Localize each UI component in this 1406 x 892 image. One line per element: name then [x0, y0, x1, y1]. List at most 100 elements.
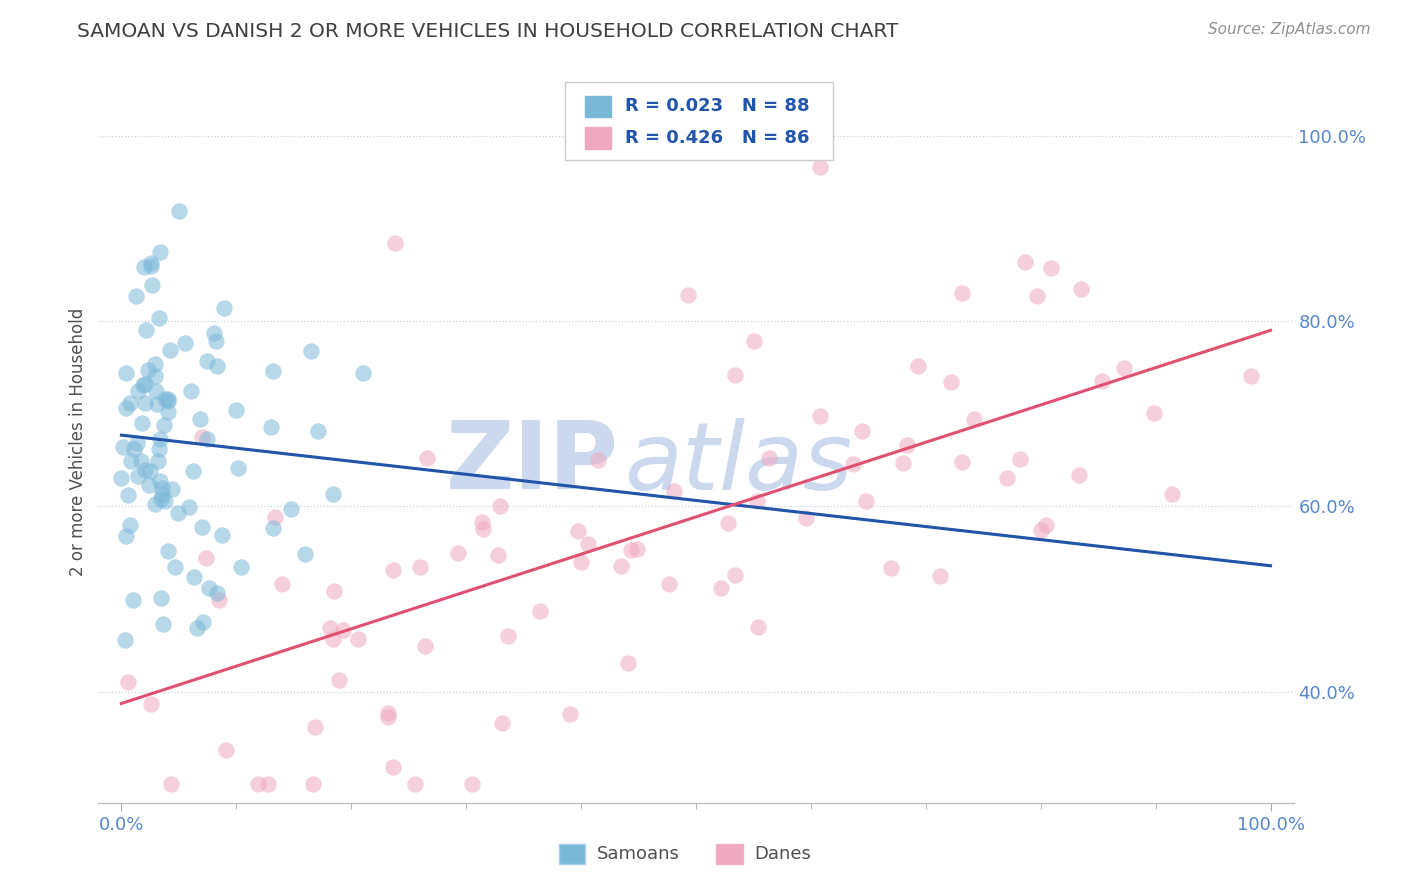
- Point: [270, 576, 292, 591]
- Point: [352, 366, 374, 380]
- Point: [855, 494, 877, 508]
- Point: [319, 621, 342, 635]
- Point: [167, 507, 190, 521]
- Point: [120, 518, 142, 533]
- Point: [447, 546, 470, 560]
- Text: Danes: Danes: [755, 845, 811, 863]
- Point: [120, 396, 142, 410]
- Point: [724, 567, 747, 582]
- Point: [907, 359, 929, 373]
- Point: [1114, 361, 1136, 376]
- Point: [215, 743, 238, 757]
- Text: ZIP: ZIP: [446, 417, 619, 509]
- Point: [125, 289, 148, 303]
- Point: [963, 412, 986, 426]
- Point: [159, 343, 181, 357]
- Point: [880, 560, 903, 574]
- Point: [117, 675, 139, 690]
- Point: [211, 528, 233, 542]
- Point: [745, 494, 768, 508]
- Point: [169, 203, 191, 218]
- Point: [111, 440, 134, 454]
- Point: [138, 478, 160, 492]
- Point: [489, 500, 512, 514]
- Point: [195, 551, 218, 566]
- Point: [152, 616, 174, 631]
- Point: [332, 624, 354, 638]
- Point: [183, 570, 205, 584]
- Point: [260, 420, 283, 434]
- Point: [617, 656, 640, 670]
- Point: [416, 451, 439, 466]
- Point: [202, 326, 225, 340]
- Point: [560, 707, 582, 722]
- Point: [120, 454, 142, 468]
- Point: [146, 454, 169, 468]
- Point: [153, 418, 176, 433]
- Point: [576, 537, 599, 551]
- Point: [152, 481, 174, 495]
- Point: [747, 619, 769, 633]
- Point: [136, 363, 159, 377]
- Point: [134, 376, 156, 391]
- FancyBboxPatch shape: [558, 844, 585, 864]
- Point: [1035, 518, 1057, 533]
- Point: [157, 405, 180, 419]
- Point: [205, 586, 228, 600]
- Point: [1239, 368, 1261, 383]
- Point: [382, 760, 405, 774]
- Point: [950, 286, 973, 301]
- Point: [150, 492, 173, 507]
- Point: [1070, 282, 1092, 296]
- Point: [322, 486, 344, 500]
- Point: [149, 474, 172, 488]
- Point: [115, 401, 138, 415]
- Point: [191, 429, 214, 443]
- Point: [620, 542, 643, 557]
- Point: [262, 364, 284, 378]
- FancyBboxPatch shape: [585, 95, 612, 117]
- Point: [139, 256, 162, 270]
- Point: [299, 344, 322, 359]
- Point: [121, 593, 143, 607]
- Point: [415, 639, 437, 653]
- Point: [488, 548, 510, 562]
- Text: atlas: atlas: [624, 417, 852, 508]
- Point: [346, 632, 368, 646]
- Point: [404, 777, 426, 791]
- Point: [122, 442, 145, 457]
- Point: [929, 568, 952, 582]
- Point: [307, 424, 329, 438]
- Point: [1031, 524, 1053, 538]
- Point: [742, 334, 765, 349]
- Point: [174, 335, 197, 350]
- Point: [460, 777, 482, 791]
- Point: [409, 560, 432, 574]
- FancyBboxPatch shape: [716, 844, 742, 864]
- Point: [280, 501, 302, 516]
- Point: [110, 471, 132, 485]
- Point: [328, 673, 350, 687]
- Point: [160, 777, 183, 791]
- Point: [256, 777, 278, 791]
- Point: [1161, 486, 1184, 500]
- Point: [1039, 260, 1062, 275]
- Point: [264, 510, 287, 524]
- Point: [496, 629, 519, 643]
- Point: [141, 697, 163, 711]
- Point: [567, 524, 589, 538]
- Text: SAMOAN VS DANISH 2 OR MORE VEHICLES IN HOUSEHOLD CORRELATION CHART: SAMOAN VS DANISH 2 OR MORE VEHICLES IN H…: [77, 22, 898, 41]
- Point: [114, 366, 136, 380]
- Point: [195, 354, 218, 368]
- Point: [896, 438, 918, 452]
- Point: [1069, 468, 1091, 483]
- Point: [294, 547, 316, 561]
- Point: [794, 511, 817, 525]
- Point: [588, 452, 610, 467]
- Point: [190, 520, 212, 534]
- Text: Samoans: Samoans: [596, 845, 679, 863]
- Point: [204, 334, 226, 348]
- FancyBboxPatch shape: [565, 82, 834, 160]
- Point: [191, 615, 214, 629]
- Point: [225, 403, 247, 417]
